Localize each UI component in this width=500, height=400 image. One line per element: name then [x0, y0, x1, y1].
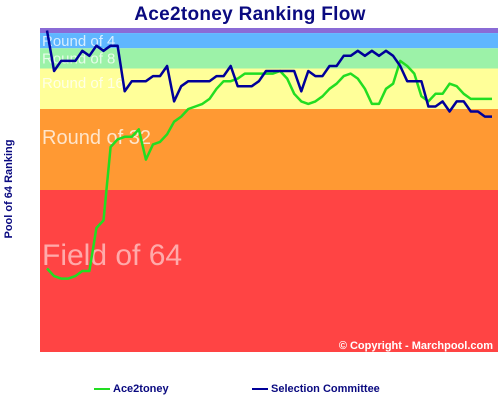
band-label-field: Field of 64 [42, 239, 182, 272]
band-final-four [40, 28, 498, 34]
legend-item-ace2toney: Ace2toney [94, 383, 169, 395]
band-label-round-of-64: Round of 32 [42, 127, 151, 149]
band-round-of-64 [40, 109, 498, 190]
copyright-text: © Copyright - Marchpool.com [339, 340, 493, 352]
legend-item-selection-committee: Selection Committee [252, 383, 380, 395]
series-line-selection-committee [45, 30, 492, 118]
legend-swatch-ace2toney [94, 388, 110, 390]
legend-label-ace2toney: Ace2toney [113, 383, 169, 395]
legend-label-selection-committee: Selection Committee [271, 383, 380, 395]
legend-swatch-selection-committee [252, 388, 268, 390]
band-elite-eight [40, 33, 498, 49]
band-label-round-of-32: Round of 16 [42, 75, 124, 92]
series-line-ace2toney [46, 59, 492, 280]
band-round-of-32 [40, 68, 498, 109]
band-field [40, 190, 498, 352]
band-label-elite-eight: Round of 4 [42, 33, 115, 50]
chart-title: Ace2toney Ranking Flow [134, 4, 366, 25]
